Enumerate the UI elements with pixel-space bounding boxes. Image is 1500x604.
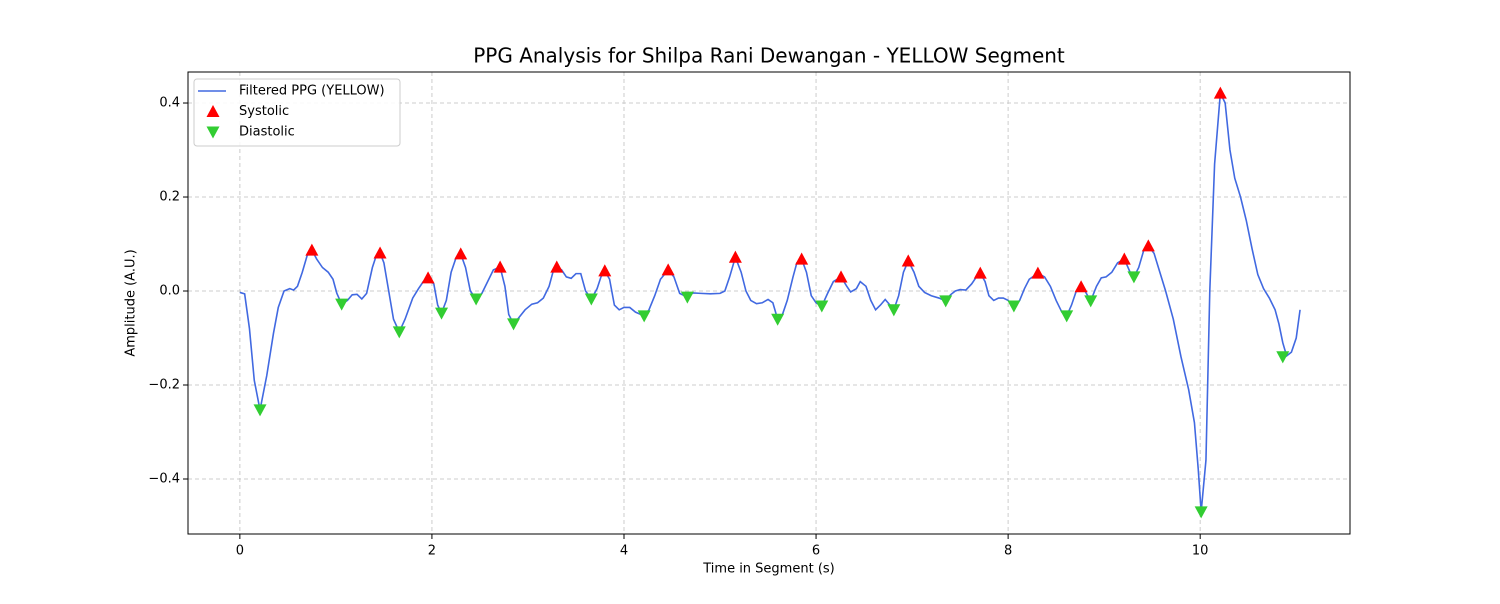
x-tick-label: 10 — [1192, 544, 1209, 559]
x-tick-label: 6 — [812, 544, 820, 559]
diastolic-marker — [1194, 506, 1208, 519]
legend-swatch — [206, 105, 220, 118]
y-tick-label: 0.0 — [159, 284, 180, 299]
systolic-marker — [493, 260, 507, 273]
diastolic-marker — [1127, 271, 1141, 284]
y-tick-label: 0.4 — [159, 96, 180, 111]
diastolic-marker — [815, 300, 829, 313]
systolic-marker — [550, 260, 564, 273]
diastolic-marker — [1084, 295, 1098, 308]
diastolic-marker — [771, 313, 785, 326]
systolic-marker — [901, 254, 915, 267]
ppg-line — [239, 90, 1301, 512]
systolic-marker — [598, 264, 612, 277]
diastolic-marker — [1007, 300, 1021, 313]
x-tick-label: 0 — [236, 544, 244, 559]
systolic-marker — [1074, 280, 1088, 293]
systolic-marker — [421, 271, 435, 284]
diastolic-marker — [435, 307, 449, 320]
diastolic-marker — [887, 304, 901, 317]
legend-box — [193, 78, 401, 147]
systolic-marker — [305, 243, 319, 256]
y-axis-label: Amplitude (A.U.) — [124, 249, 139, 356]
systolic-marker — [728, 250, 742, 263]
x-tick-label: 4 — [620, 544, 628, 559]
systolic-marker — [1117, 252, 1131, 265]
diastolic-marker — [1060, 310, 1074, 323]
plot-frame — [187, 71, 1351, 535]
legend-label: Diastolic — [239, 125, 295, 140]
x-tick-label: 8 — [1004, 544, 1012, 559]
systolic-marker — [795, 252, 809, 265]
systolic-marker — [373, 246, 387, 259]
diastolic-marker — [469, 293, 483, 306]
legend-swatch — [206, 126, 220, 139]
legend-label: Systolic — [239, 104, 289, 119]
diastolic-marker — [253, 404, 267, 417]
diastolic-marker — [392, 326, 406, 339]
diastolic-marker — [680, 291, 694, 304]
chart-title: PPG Analysis for Shilpa Rani Dewangan - … — [473, 44, 1065, 68]
systolic-marker — [1031, 266, 1045, 279]
systolic-marker — [1213, 86, 1227, 99]
legend-label: Filtered PPG (YELLOW) — [239, 84, 385, 99]
systolic-marker — [973, 266, 987, 279]
systolic-marker — [834, 270, 848, 283]
y-tick-label: −0.2 — [148, 378, 180, 393]
systolic-marker — [454, 247, 468, 260]
systolic-marker — [1141, 239, 1155, 252]
diastolic-marker — [584, 293, 598, 306]
x-tick-label: 2 — [428, 544, 436, 559]
diastolic-marker — [939, 295, 953, 308]
diastolic-marker — [507, 318, 521, 331]
diastolic-marker — [335, 298, 349, 311]
diastolic-marker — [1276, 351, 1290, 364]
y-tick-label: 0.2 — [159, 190, 180, 205]
systolic-marker — [661, 263, 675, 276]
x-axis-label: Time in Segment (s) — [702, 562, 834, 577]
y-tick-label: −0.4 — [148, 472, 180, 487]
diastolic-marker — [637, 310, 651, 323]
